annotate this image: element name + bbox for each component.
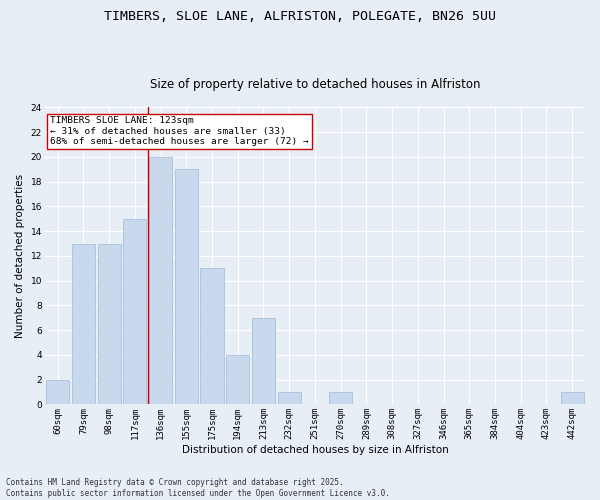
- Bar: [175, 170, 198, 404]
- Bar: [278, 392, 301, 404]
- Bar: [560, 392, 584, 404]
- Bar: [98, 244, 121, 404]
- Bar: [252, 318, 275, 404]
- Title: Size of property relative to detached houses in Alfriston: Size of property relative to detached ho…: [149, 78, 480, 91]
- Y-axis label: Number of detached properties: Number of detached properties: [15, 174, 25, 338]
- Bar: [72, 244, 95, 404]
- Text: TIMBERS, SLOE LANE, ALFRISTON, POLEGATE, BN26 5UU: TIMBERS, SLOE LANE, ALFRISTON, POLEGATE,…: [104, 10, 496, 23]
- Bar: [123, 219, 146, 404]
- Bar: [46, 380, 69, 404]
- Bar: [200, 268, 224, 404]
- Text: TIMBERS SLOE LANE: 123sqm
← 31% of detached houses are smaller (33)
68% of semi-: TIMBERS SLOE LANE: 123sqm ← 31% of detac…: [50, 116, 309, 146]
- Bar: [226, 355, 250, 405]
- Bar: [149, 157, 172, 404]
- Bar: [329, 392, 352, 404]
- X-axis label: Distribution of detached houses by size in Alfriston: Distribution of detached houses by size …: [182, 445, 448, 455]
- Text: Contains HM Land Registry data © Crown copyright and database right 2025.
Contai: Contains HM Land Registry data © Crown c…: [6, 478, 390, 498]
